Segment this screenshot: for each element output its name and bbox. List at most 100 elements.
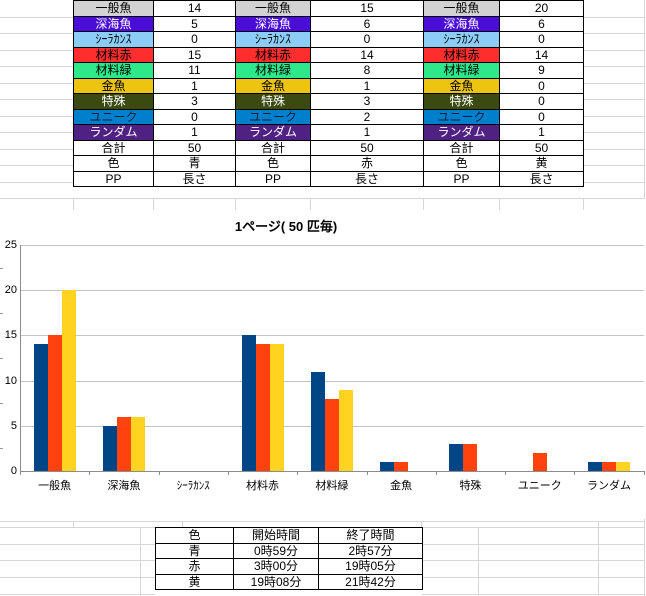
color-cell-2[interactable]: 黄: [155, 573, 234, 590]
end-time-cell-2[interactable]: 21時42分: [318, 573, 423, 590]
count-cell-6-g0[interactable]: 3: [153, 93, 236, 110]
y-axis-tick-label: 10: [4, 374, 17, 387]
count-cell-5-g2[interactable]: 0: [499, 77, 584, 94]
fish-type-cell-9-g0[interactable]: 合計: [73, 139, 154, 156]
fish-type-cell-4-g1[interactable]: 材料緑: [235, 62, 311, 79]
count-cell-4-g2[interactable]: 9: [499, 62, 584, 79]
count-cell-3-g2[interactable]: 14: [499, 46, 584, 63]
count-cell-7-g1[interactable]: 2: [310, 108, 424, 125]
fish-type-cell-3-g0[interactable]: 材料赤: [73, 46, 154, 63]
sheet-gridline: [422, 560, 645, 561]
count-cell-8-g2[interactable]: 1: [499, 124, 584, 141]
fish-type-cell-6-g2[interactable]: 特殊: [423, 93, 500, 110]
count-cell-11-g2[interactable]: 長さ: [499, 170, 584, 187]
fish-type-cell-8-g2[interactable]: ランダム: [423, 124, 500, 141]
fish-type-cell-4-g0[interactable]: 材料緑: [73, 62, 154, 79]
fish-type-cell-11-g2[interactable]: PP: [423, 170, 500, 187]
fish-type-cell-7-g2[interactable]: ユニーク: [423, 108, 500, 125]
count-cell-3-g0[interactable]: 15: [153, 46, 236, 63]
fish-type-cell-1-g0[interactable]: 深海魚: [73, 15, 154, 32]
count-cell-7-g2[interactable]: 0: [499, 108, 584, 125]
count-cell-10-g2[interactable]: 黄: [499, 155, 584, 172]
x-axis-tick: [435, 471, 437, 475]
count-cell-0-g2[interactable]: 20: [499, 0, 584, 17]
count-cell-1-g2[interactable]: 6: [499, 15, 584, 32]
fish-type-cell-11-g1[interactable]: PP: [235, 170, 311, 187]
fish-type-cell-7-g1[interactable]: ユニーク: [235, 108, 311, 125]
fish-type-cell-10-g2[interactable]: 色: [423, 155, 500, 172]
count-cell-2-g2[interactable]: 0: [499, 31, 584, 48]
sheet-gridline: [644, 519, 645, 596]
fish-type-cell-0-g2[interactable]: 一般魚: [423, 0, 500, 17]
fish-type-cell-3-g1[interactable]: 材料赤: [235, 46, 311, 63]
count-cell-1-g0[interactable]: 5: [153, 15, 236, 32]
count-cell-5-g1[interactable]: 1: [310, 77, 424, 94]
sheet-gridline: [153, 198, 154, 212]
count-cell-10-g0[interactable]: 青: [153, 155, 236, 172]
start-time-cell-2[interactable]: 19時08分: [233, 573, 319, 590]
fish-type-cell-1-g1[interactable]: 深海魚: [235, 15, 311, 32]
fish-type-cell-10-g0[interactable]: 色: [73, 155, 154, 172]
chart-object[interactable]: 1ページ( 50 匹毎) 0 5 10 15 20 25 一般魚 深海魚 ｼｰﾗｶﾝｽ 材料赤 材料…: [0, 210, 646, 519]
fish-type-cell-2-g0[interactable]: ｼｰﾗｶﾝｽ: [73, 31, 154, 48]
count-cell-2-g0[interactable]: 0: [153, 31, 236, 48]
count-cell-9-g2[interactable]: 50: [499, 139, 584, 156]
count-cell-4-g0[interactable]: 11: [153, 62, 236, 79]
sheet-gridline: [0, 544, 155, 545]
color-cell-0[interactable]: 青: [155, 542, 234, 559]
fish-type-cell-0-g1[interactable]: 一般魚: [235, 0, 311, 17]
count-cell-2-g1[interactable]: 0: [310, 31, 424, 48]
count-cell-0-g1[interactable]: 15: [310, 0, 424, 17]
end-time-cell-1[interactable]: 19時05分: [318, 558, 423, 575]
fish-type-cell-7-g0[interactable]: ユニーク: [73, 108, 154, 125]
end-time-cell-0[interactable]: 2時57分: [318, 542, 423, 559]
x-axis-tick: [366, 471, 368, 475]
fish-type-cell-2-g1[interactable]: ｼｰﾗｶﾝｽ: [235, 31, 311, 48]
fish-type-cell-6-g0[interactable]: 特殊: [73, 93, 154, 110]
fish-type-cell-9-g2[interactable]: 合計: [423, 139, 500, 156]
sheet-gridline: [583, 198, 584, 212]
count-cell-9-g0[interactable]: 50: [153, 139, 236, 156]
time-table-header-cell-2[interactable]: 終了時間: [318, 527, 423, 544]
start-time-cell-0[interactable]: 0時59分: [233, 542, 319, 559]
count-cell-8-g1[interactable]: 1: [310, 124, 424, 141]
fish-type-cell-5-g1[interactable]: 金魚: [235, 77, 311, 94]
count-cell-11-g1[interactable]: 長さ: [310, 170, 424, 187]
fish-type-cell-4-g2[interactable]: 材料緑: [423, 62, 500, 79]
count-cell-0-g0[interactable]: 14: [153, 0, 236, 17]
fish-type-cell-6-g1[interactable]: 特殊: [235, 93, 311, 110]
count-cell-6-g2[interactable]: 0: [499, 93, 584, 110]
count-cell-6-g1[interactable]: 3: [310, 93, 424, 110]
fish-type-cell-2-g2[interactable]: ｼｰﾗｶﾝｽ: [423, 31, 500, 48]
time-table-header-cell-0[interactable]: 色: [155, 527, 234, 544]
count-cell-11-g0[interactable]: 長さ: [153, 170, 236, 187]
sheet-gridline: [0, 594, 155, 595]
count-cell-9-g1[interactable]: 50: [310, 139, 424, 156]
fish-type-cell-5-g2[interactable]: 金魚: [423, 77, 500, 94]
bar-赤-7: [532, 452, 547, 471]
fish-type-cell-3-g2[interactable]: 材料赤: [423, 46, 500, 63]
start-time-cell-1[interactable]: 3時00分: [233, 558, 319, 575]
fish-type-cell-9-g1[interactable]: 合計: [235, 139, 311, 156]
x-axis-tick: [20, 471, 21, 475]
fish-type-cell-0-g0[interactable]: 一般魚: [73, 0, 154, 17]
count-cell-3-g1[interactable]: 14: [310, 46, 424, 63]
time-table-header-cell-1[interactable]: 開始時間: [233, 527, 319, 544]
fish-type-cell-5-g0[interactable]: 金魚: [73, 77, 154, 94]
count-cell-4-g1[interactable]: 8: [310, 62, 424, 79]
color-cell-1[interactable]: 赤: [155, 558, 234, 575]
count-cell-10-g1[interactable]: 赤: [310, 155, 424, 172]
fish-type-cell-11-g0[interactable]: PP: [73, 170, 154, 187]
fish-type-cell-10-g1[interactable]: 色: [235, 155, 311, 172]
count-cell-7-g0[interactable]: 0: [153, 108, 236, 125]
count-cell-5-g0[interactable]: 1: [153, 77, 236, 94]
count-cell-1-g1[interactable]: 6: [310, 15, 424, 32]
bar-赤-1: [116, 416, 131, 471]
count-cell-8-g0[interactable]: 1: [153, 124, 236, 141]
fish-type-cell-1-g2[interactable]: 深海魚: [423, 15, 500, 32]
fish-type-cell-8-g0[interactable]: ランダム: [73, 124, 154, 141]
time-table: 色開始時間 終了時間青 0時59分 2時57分赤 3時00分 19時05分黄 19時08分 2…: [155, 527, 423, 590]
x-axis-tick: [505, 471, 507, 475]
bar-青-1: [102, 425, 117, 471]
fish-type-cell-8-g1[interactable]: ランダム: [235, 124, 311, 141]
